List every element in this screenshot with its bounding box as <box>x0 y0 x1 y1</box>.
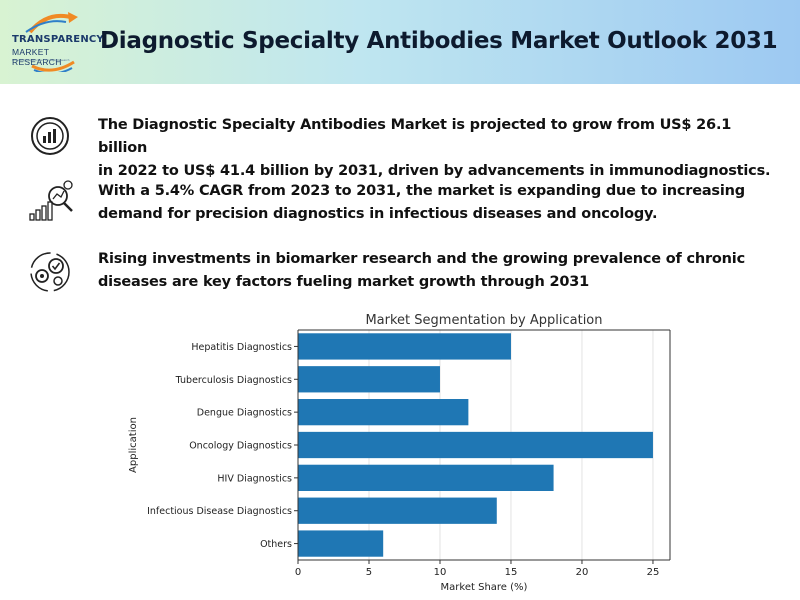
company-logo: TRANSPARENCY MARKET RESEARCH Unlocking O… <box>8 12 104 75</box>
x-tick-label: 20 <box>576 567 589 578</box>
bar <box>298 464 554 491</box>
key-point-3: Rising investments in biomarker research… <box>28 248 788 300</box>
x-tick-label: 10 <box>434 567 447 578</box>
key-point-line: demand for precision diagnostics in infe… <box>98 206 658 222</box>
header-banner: TRANSPARENCY MARKET RESEARCH Unlocking O… <box>0 0 800 84</box>
chart-title: Market Segmentation by Application <box>365 313 602 328</box>
bar <box>298 399 469 426</box>
key-point-2: With a 5.4% CAGR from 2023 to 2031, the … <box>28 180 788 232</box>
key-point-line: Rising investments in biomarker research… <box>98 251 745 267</box>
analytics-chart-icon <box>28 114 78 158</box>
key-point-1: The Diagnostic Specialty Antibodies Mark… <box>28 114 788 179</box>
x-tick-label: 0 <box>295 567 301 578</box>
y-axis-label: Application <box>128 417 139 473</box>
page-title: Diagnostic Specialty Antibodies Market O… <box>100 28 778 54</box>
y-tick-label: Others <box>260 539 292 550</box>
logo-tagline: Unlocking Opportunities Through Research <box>12 58 70 62</box>
bar <box>298 366 440 393</box>
bar <box>298 530 384 557</box>
x-tick-label: 15 <box>505 567 518 578</box>
gears-check-icon <box>28 248 78 292</box>
growth-analysis-icon <box>28 180 78 224</box>
key-point-text: Rising investments in biomarker research… <box>98 248 778 294</box>
key-point-line: With a 5.4% CAGR from 2023 to 2031, the … <box>98 183 745 199</box>
key-point-text: The Diagnostic Specialty Antibodies Mark… <box>98 114 778 183</box>
y-tick-label: Dengue Diagnostics <box>197 408 292 419</box>
x-tick-label: 5 <box>366 567 372 578</box>
y-tick-label: Tuberculosis Diagnostics <box>175 375 292 386</box>
y-tick-label: Oncology Diagnostics <box>189 441 292 452</box>
y-tick-label: Hepatitis Diagnostics <box>191 342 292 353</box>
y-tick-label: Infectious Disease Diagnostics <box>147 506 292 517</box>
y-tick-label: HIV Diagnostics <box>217 473 292 484</box>
bar-chart-svg: Hepatitis Diagnostics Tuberculosis Diagno… <box>128 313 671 593</box>
key-point-line: in 2022 to US$ 41.4 billion by 2031, dri… <box>98 163 771 179</box>
segmentation-chart: Hepatitis Diagnostics Tuberculosis Diagno… <box>120 306 690 596</box>
logo-line-2: MARKET RESEARCH <box>12 47 62 67</box>
key-point-line: diseases are key factors fueling market … <box>98 274 590 290</box>
bar <box>298 333 511 360</box>
x-tick-label: 25 <box>647 567 660 578</box>
logo-line-1: TRANSPARENCY <box>12 34 104 45</box>
key-point-text: With a 5.4% CAGR from 2023 to 2031, the … <box>98 180 778 226</box>
bar <box>298 431 653 459</box>
x-axis-label: Market Share (%) <box>441 582 528 593</box>
key-point-line: The Diagnostic Specialty Antibodies Mark… <box>98 117 732 156</box>
bar <box>298 497 497 524</box>
